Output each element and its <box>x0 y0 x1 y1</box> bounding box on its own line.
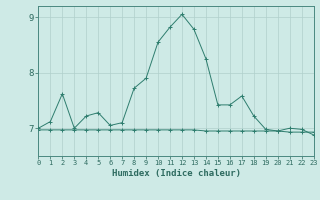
X-axis label: Humidex (Indice chaleur): Humidex (Indice chaleur) <box>111 169 241 178</box>
